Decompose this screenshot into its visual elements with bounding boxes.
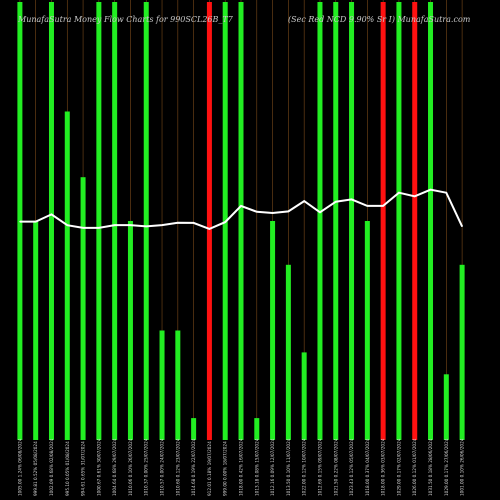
price-point — [335, 201, 337, 203]
money-flow-bar — [428, 2, 434, 440]
money-flow-bar — [412, 2, 418, 440]
x-tick-label: 1013.18 0.08% 15/07/2024 — [254, 438, 259, 496]
price-point — [177, 222, 179, 224]
price-point — [350, 198, 353, 200]
money-flow-bar — [17, 2, 23, 440]
price-point — [319, 211, 321, 213]
price-point — [287, 210, 289, 212]
x-tick-label: 1026.00 0.12% 01/07/2024 — [412, 438, 417, 496]
price-point — [19, 221, 21, 223]
price-point — [398, 192, 400, 194]
x-tick-label: 1018.00 0.42% 16/07/2024 — [239, 438, 244, 496]
x-tick-label: 1012.69 0.15% 09/07/2024 — [317, 438, 322, 496]
price-line — [19, 188, 464, 230]
money-flow-bar — [364, 221, 370, 440]
x-tick-label: 1013.50 0.10% 11/07/2024 — [286, 438, 291, 496]
x-tick-label: 1002.09 0.68% 02/08/2024 — [49, 438, 54, 496]
money-flow-bar — [48, 2, 54, 440]
price-point — [114, 224, 116, 226]
x-tick-label: 1000.67 0.61% 30/07/2024 — [96, 438, 101, 496]
money-flow-bar — [127, 221, 133, 440]
x-tick-label: 1031.50 0.18% 28/06/2024 — [428, 438, 433, 496]
x-tick-label: 1010.37 0.00% 25/07/2024 — [144, 438, 149, 496]
price-point — [50, 213, 53, 215]
x-tick-label: 1010.60 0.12% 23/07/2024 — [175, 438, 180, 496]
price-point — [145, 225, 147, 228]
money-flow-bar — [254, 418, 260, 440]
chart-title: MunafaSutra Money Flow Charts for 990SCL… — [17, 15, 234, 24]
x-tick-label: 1001.00 0.10% 26/06/2024 — [460, 438, 465, 496]
price-point — [82, 227, 84, 229]
x-tick-label: 1018.00 0.37% 04/07/2024 — [365, 438, 370, 496]
price-point — [366, 205, 368, 207]
price-point — [208, 228, 211, 230]
x-tick-label: 912.01 0.18% 19/07/2024 — [207, 441, 212, 496]
money-flow-bar — [301, 352, 307, 440]
money-flow-bar — [96, 2, 102, 440]
x-tick-label: 1012.16 0.09% 12/07/2024 — [270, 438, 275, 496]
money-flow-bar — [112, 2, 118, 440]
x-tick-label: 1014.68 0.19% 22/07/2024 — [191, 438, 196, 496]
x-tick-label: 1018.00 0.36% 03/07/2024 — [381, 438, 386, 496]
money-flow-bar — [396, 2, 402, 440]
money-flow-bar — [333, 2, 339, 440]
x-tick-label: 1023.43 0.12% 05/07/2024 — [349, 438, 354, 496]
x-tick-label: 999.81 0.52% 05/08/2024 — [33, 441, 38, 496]
money-flow-bar — [64, 111, 70, 440]
price-point — [303, 200, 305, 202]
money-flow-bar — [175, 330, 181, 440]
x-tick-label: 1004.64 0.68% 29/07/2024 — [112, 438, 117, 496]
price-point — [240, 205, 242, 207]
money-flow-bar — [349, 2, 355, 440]
chart-subtitle: (Sec Red NCD 9.90% Sr I) MunafaSutra.com — [288, 15, 471, 24]
price-point — [271, 212, 274, 214]
price-point — [224, 221, 226, 223]
money-flow-bar — [159, 330, 165, 440]
x-tick-label: 1029.00 0.17% 27/06/2024 — [444, 438, 449, 496]
x-axis-tick-labels: 1005.00 1.24% 06/08/2024 999.81 0.52% 05/… — [17, 438, 464, 496]
money-flow-bar — [206, 2, 212, 440]
money-flow-bar — [238, 2, 244, 440]
x-tick-label: 1029.00 0.17% 02/07/2024 — [396, 438, 401, 496]
x-tick-label: 1010.06 0.10% 26/07/2024 — [128, 438, 133, 496]
money-flow-bar — [191, 418, 197, 440]
price-point — [429, 189, 432, 191]
x-tick-label: 995.10 0.05% 01/08/2024 — [65, 441, 70, 496]
price-point — [66, 224, 68, 226]
x-tick-label: 1022.00 0.12% 10/07/2024 — [302, 438, 307, 496]
money-flow-bar — [317, 2, 323, 440]
price-point — [129, 224, 132, 226]
money-flow-bar — [270, 221, 276, 440]
price-point — [193, 222, 195, 224]
money-flow-bar — [380, 2, 386, 440]
x-tick-label: 994.61 0.65% 31/07/2024 — [81, 441, 86, 496]
x-tick-label: 1021.50 0.22% 08/07/2024 — [333, 438, 338, 496]
money-flow-bar — [459, 264, 465, 440]
price-point — [445, 192, 447, 194]
price-point — [414, 195, 416, 197]
money-flow-bar — [443, 374, 449, 440]
x-tick-label: 1010.57 0.00% 24/07/2024 — [160, 438, 165, 496]
price-point — [382, 205, 384, 207]
x-tick-label: 999.00 0.00% 18/07/2024 — [223, 441, 228, 496]
money-flow-bar — [143, 2, 149, 440]
x-tick-label: 1005.00 1.24% 06/08/2024 — [17, 438, 22, 496]
money-flow-bar — [80, 177, 86, 440]
price-point — [161, 224, 163, 226]
price-point — [256, 211, 258, 213]
price-point — [461, 225, 463, 228]
price-point — [98, 227, 100, 229]
money-flow-bar — [285, 264, 291, 440]
price-point — [35, 221, 37, 223]
money-flow-bar — [33, 221, 39, 440]
